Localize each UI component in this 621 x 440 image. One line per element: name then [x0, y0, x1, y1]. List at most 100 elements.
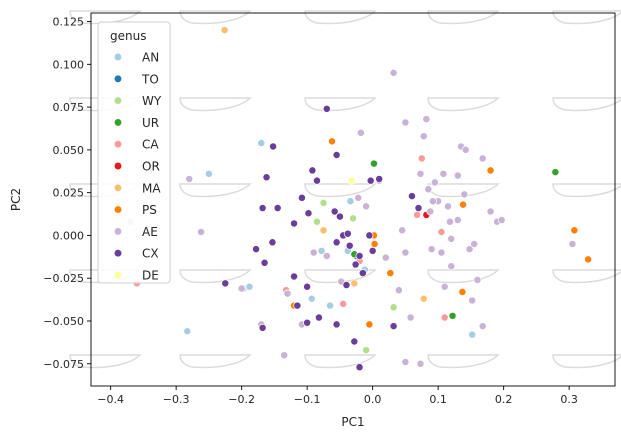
data-point	[445, 217, 454, 226]
data-point	[328, 137, 336, 146]
data-point	[389, 322, 398, 331]
legend-marker	[113, 270, 123, 280]
outline-shape	[552, 97, 621, 112]
data-point	[461, 145, 470, 154]
data-point	[386, 269, 395, 278]
legend-label: UR	[142, 116, 159, 130]
data-point	[468, 296, 477, 305]
data-point	[437, 228, 446, 236]
x-axis-ticks: −0.4 −0.3 −0.2 −0.1 0.0 0.1 0.2 0.3	[97, 386, 578, 406]
y-tick-label: 0.050	[53, 144, 85, 157]
data-point	[257, 139, 266, 147]
data-point	[269, 142, 278, 151]
data-point	[422, 115, 431, 124]
data-point	[319, 198, 328, 207]
data-point	[478, 322, 487, 331]
y-tick-label: −0.025	[43, 272, 84, 285]
data-point	[398, 226, 407, 235]
data-point	[349, 214, 357, 223]
data-point	[197, 228, 205, 236]
data-point	[339, 299, 348, 308]
data-point	[307, 294, 316, 303]
outline-shape	[427, 97, 500, 112]
data-point	[326, 301, 335, 310]
data-point	[447, 262, 456, 271]
data-point	[258, 204, 267, 213]
data-point	[365, 231, 374, 240]
data-point	[408, 192, 416, 201]
data-point	[283, 289, 292, 298]
x-tick-label: 0.3	[560, 393, 578, 406]
data-point	[430, 178, 439, 187]
data-point	[389, 68, 398, 77]
data-point	[304, 209, 313, 218]
y-tick-label: 0.125	[53, 16, 85, 29]
x-tick-label: −0.2	[228, 393, 255, 406]
data-point	[414, 204, 423, 213]
data-point	[437, 248, 446, 257]
legend-marker	[113, 227, 123, 236]
data-point	[419, 132, 428, 141]
data-point	[319, 226, 328, 235]
data-point	[362, 346, 371, 355]
outline-shape	[304, 97, 377, 112]
data-point	[584, 255, 593, 264]
data-point	[237, 284, 246, 293]
data-point	[417, 154, 426, 163]
data-point	[314, 313, 323, 322]
data-point	[204, 169, 213, 178]
data-point	[370, 159, 378, 168]
outline-shape	[179, 269, 252, 284]
y-tick-label: 0.100	[53, 58, 85, 71]
y-tick-label: 0.025	[53, 187, 85, 200]
data-point	[426, 207, 435, 216]
legend-marker	[113, 140, 123, 149]
data-point	[268, 238, 277, 247]
data-point	[394, 286, 403, 295]
data-point	[470, 240, 479, 248]
legend-label: WY	[142, 94, 162, 108]
data-point	[350, 279, 359, 288]
data-point	[473, 275, 482, 284]
data-point	[220, 26, 229, 35]
outline-shape	[552, 183, 621, 198]
data-point	[486, 207, 495, 216]
outline-shape	[179, 97, 252, 112]
data-point	[332, 238, 341, 247]
outline-shape	[179, 183, 252, 198]
legend-label: AN	[142, 51, 159, 65]
data-point	[375, 175, 384, 183]
x-tick-label: −0.3	[163, 393, 190, 406]
data-point	[313, 176, 321, 185]
data-point	[355, 363, 364, 372]
data-point	[419, 294, 428, 303]
data-point	[453, 216, 462, 224]
legend-label: MA	[142, 181, 161, 195]
data-point	[568, 240, 577, 248]
data-point	[551, 168, 560, 177]
outline-shape	[552, 354, 621, 369]
legend-label: TO	[141, 72, 159, 86]
data-point	[290, 272, 298, 281]
data-point	[468, 330, 477, 339]
data-point	[365, 320, 374, 329]
y-axis-label: PC2	[9, 188, 23, 211]
data-point	[448, 311, 457, 320]
data-point	[273, 204, 282, 213]
legend-marker	[113, 118, 123, 127]
x-tick-label: −0.1	[294, 393, 321, 406]
data-point	[308, 166, 317, 175]
data-point	[185, 175, 194, 183]
data-point	[444, 202, 452, 211]
data-point	[346, 197, 355, 206]
legend-label: PS	[142, 203, 157, 217]
data-point	[258, 323, 267, 332]
legend-label: OR	[142, 160, 160, 174]
y-tick-label: −0.050	[43, 315, 84, 328]
outline-shape	[304, 183, 377, 198]
y-tick-label: 0.075	[53, 101, 85, 114]
outline-shape	[427, 354, 500, 369]
data-point	[356, 128, 365, 137]
x-tick-label: 0.2	[495, 393, 513, 406]
data-point	[335, 212, 344, 221]
